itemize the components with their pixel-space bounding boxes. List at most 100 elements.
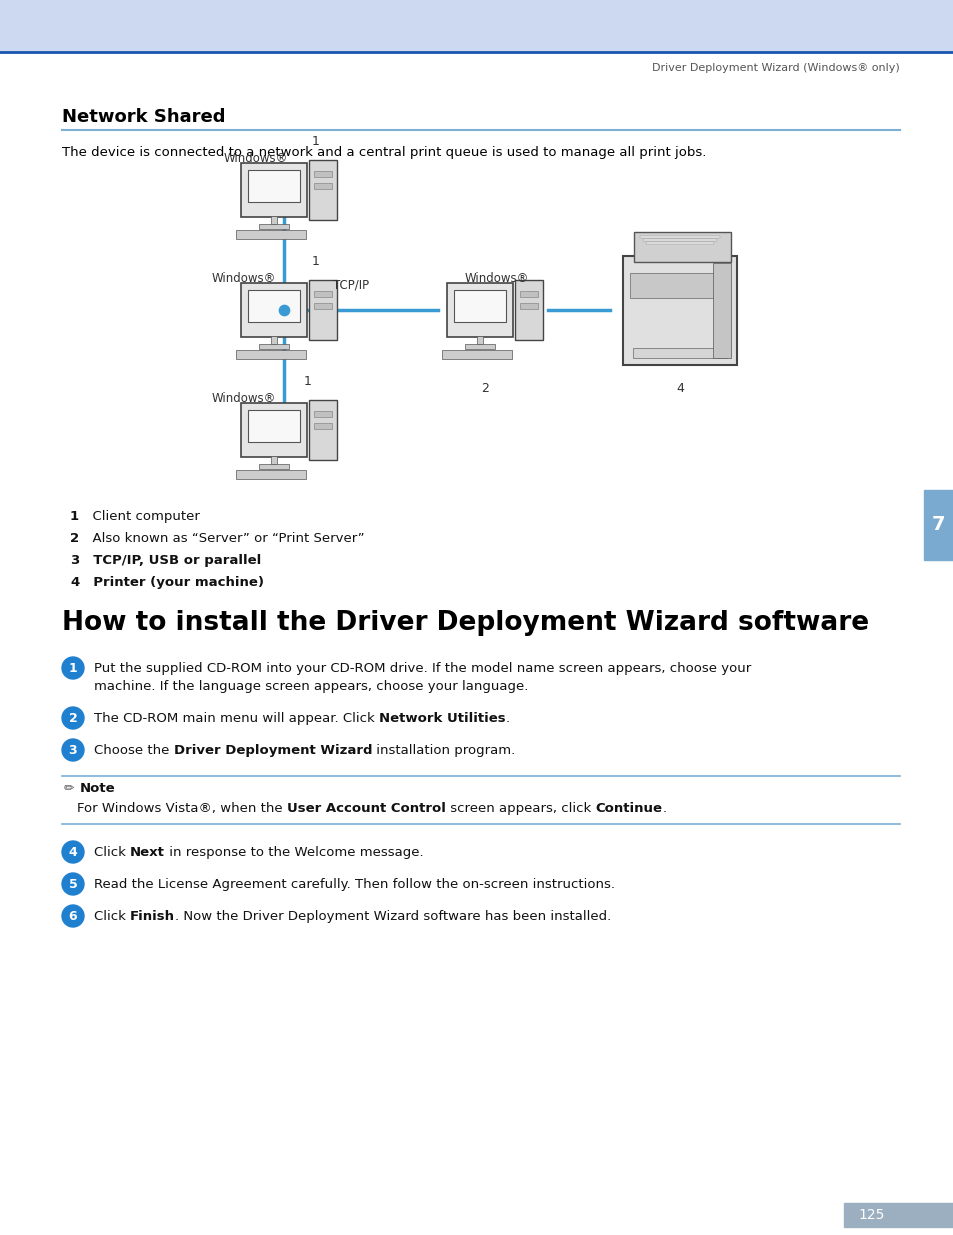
Bar [712,263,730,358]
Text: Click: Click [94,910,130,923]
Bar [271,216,276,224]
Circle shape [62,841,84,863]
Text: 4: 4 [69,846,77,858]
Bar [0,0,953,52]
FancyBboxPatch shape [236,469,306,478]
Text: 1: 1 [69,662,77,674]
FancyBboxPatch shape [309,400,336,459]
Text: 1: 1 [70,510,79,522]
Bar [454,290,505,322]
Text: .: . [661,802,666,815]
Bar [248,410,299,442]
FancyBboxPatch shape [236,230,306,238]
Text: 3: 3 [69,743,77,757]
Circle shape [62,873,84,895]
Bar [248,290,299,322]
Bar [271,336,276,345]
Text: How to install the Driver Deployment Wizard software: How to install the Driver Deployment Wiz… [62,610,868,636]
Text: 2: 2 [69,711,77,725]
Circle shape [62,657,84,679]
Text: 3: 3 [700,240,707,253]
Bar [314,303,332,309]
Text: 1: 1 [312,254,319,268]
Text: Client computer: Client computer [84,510,200,522]
Text: 1: 1 [312,135,319,148]
Text: screen appears, click: screen appears, click [445,802,595,815]
Bar [314,291,332,296]
FancyBboxPatch shape [241,283,307,337]
Bar [248,170,299,203]
Circle shape [62,706,84,729]
Text: User Account Control: User Account Control [287,802,445,815]
Bar [645,242,713,245]
Text: Also known as “Server” or “Print Server”: Also known as “Server” or “Print Server” [84,532,364,545]
Bar [314,411,332,417]
Text: 125: 125 [857,1208,883,1221]
Text: Network Shared: Network Shared [62,107,225,126]
Point [276,300,292,320]
FancyBboxPatch shape [447,283,513,337]
Bar [464,345,495,350]
FancyBboxPatch shape [442,350,512,358]
Bar [642,240,717,241]
FancyBboxPatch shape [309,280,336,340]
Text: installation program.: installation program. [372,743,515,757]
FancyBboxPatch shape [309,161,336,220]
FancyBboxPatch shape [236,350,306,358]
FancyBboxPatch shape [241,403,307,457]
Text: in response to the Welcome message.: in response to the Welcome message. [165,846,423,860]
Bar [258,224,289,228]
Bar [314,424,332,429]
Bar [519,303,537,309]
Circle shape [62,739,84,761]
Text: Next: Next [130,846,165,860]
Bar [843,1203,953,1228]
Text: . Now the Driver Deployment Wizard software has been installed.: . Now the Driver Deployment Wizard softw… [175,910,611,923]
Bar [476,336,482,345]
Text: Choose the: Choose the [94,743,173,757]
Text: TCP/IP, USB or parallel: TCP/IP, USB or parallel [84,555,261,567]
Bar [519,291,537,296]
Text: 3: 3 [70,555,79,567]
Text: 2: 2 [70,532,79,545]
FancyBboxPatch shape [515,280,542,340]
Circle shape [62,905,84,927]
Bar [314,170,332,177]
Bar [258,464,289,469]
Bar [314,183,332,189]
Bar [633,348,726,358]
Text: 4: 4 [676,382,683,395]
Text: The device is connected to a network and a central print queue is used to manage: The device is connected to a network and… [62,146,705,159]
Text: 5: 5 [69,878,77,890]
Text: Printer (your machine): Printer (your machine) [84,576,264,589]
FancyBboxPatch shape [622,256,737,366]
FancyBboxPatch shape [634,232,730,262]
Text: Continue: Continue [595,802,661,815]
Bar [629,273,729,298]
Text: Read the License Agreement carefully. Then follow the on-screen instructions.: Read the License Agreement carefully. Th… [94,878,615,890]
Bar [258,345,289,350]
Text: 2: 2 [480,382,489,395]
Text: machine. If the language screen appears, choose your language.: machine. If the language screen appears,… [94,680,528,693]
Text: Windows®: Windows® [212,391,276,405]
Bar [639,236,720,238]
Text: The CD-ROM main menu will appear. Click: The CD-ROM main menu will appear. Click [94,713,378,725]
Text: Click: Click [94,846,130,860]
Text: 7: 7 [931,515,944,535]
FancyBboxPatch shape [241,163,307,217]
Text: TCP/IP: TCP/IP [333,279,369,291]
Text: Driver Deployment Wizard: Driver Deployment Wizard [173,743,372,757]
Bar [923,490,953,559]
Text: Windows®: Windows® [464,272,529,285]
Text: .: . [505,713,509,725]
Text: ✏: ✏ [64,782,74,795]
Text: Note: Note [80,782,115,795]
Text: Put the supplied CD-ROM into your CD-ROM drive. If the model name screen appears: Put the supplied CD-ROM into your CD-ROM… [94,662,750,676]
Text: Windows®: Windows® [212,272,276,285]
Text: Windows®: Windows® [224,152,288,165]
Bar [271,456,276,464]
Text: For Windows Vista®, when the: For Windows Vista®, when the [77,802,287,815]
Text: 4: 4 [70,576,79,589]
Text: 1: 1 [304,375,312,388]
Text: Network Utilities: Network Utilities [378,713,505,725]
